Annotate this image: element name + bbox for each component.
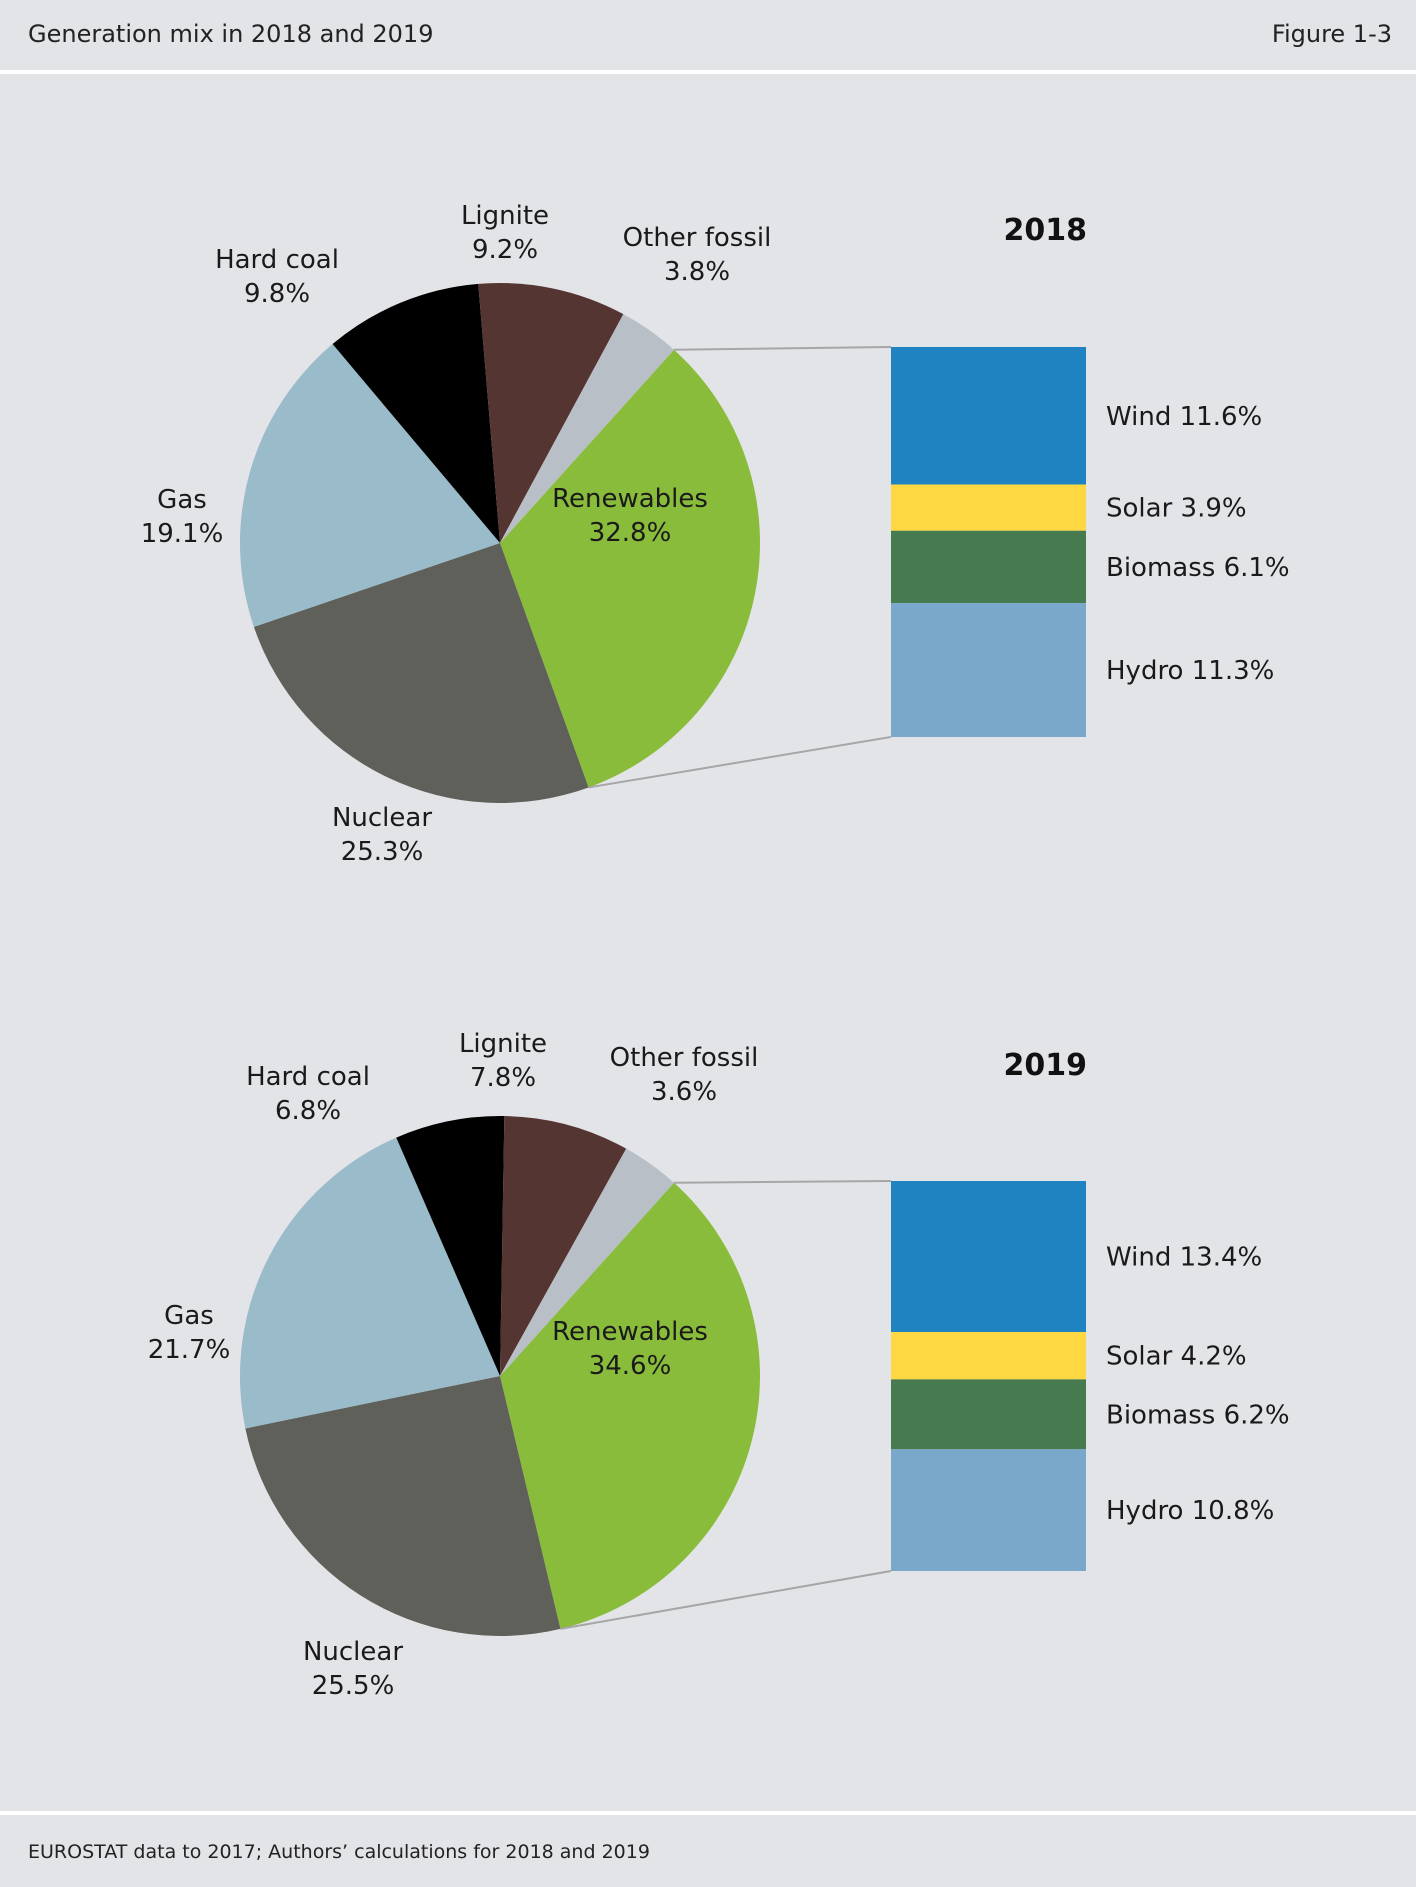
pie-slice-renewables-2018 bbox=[500, 349, 760, 788]
breakdown-bar-solar-2019 bbox=[891, 1332, 1086, 1380]
connector-line-bottom-2019 bbox=[560, 1570, 892, 1630]
slice-label-value-other-fossil-2018: 3.8% bbox=[664, 257, 730, 287]
pie-slice-other-fossil-2018 bbox=[500, 314, 674, 543]
pie-slice-gas-2019 bbox=[240, 1137, 500, 1429]
breakdown-bar-hydro-2018 bbox=[891, 603, 1086, 737]
breakdown-bar-biomass-2018 bbox=[891, 530, 1086, 604]
slice-label-value-renewables-2019: 34.6% bbox=[589, 1351, 672, 1381]
slice-label-value-nuclear-2018: 25.3% bbox=[341, 837, 424, 867]
breakdown-label-wind-2019: Wind 13.4% bbox=[1106, 1243, 1262, 1273]
connector-line-top-2019 bbox=[673, 1180, 892, 1184]
pie-slice-other-fossil-2019 bbox=[500, 1148, 674, 1376]
slice-label-name-lignite-2018: Lignite bbox=[461, 201, 549, 231]
year-label-2019: 2019 bbox=[1004, 1048, 1088, 1083]
figure-footer: EUROSTAT data to 2017; Authors’ calculat… bbox=[0, 1811, 1416, 1887]
slice-label-name-renewables-2019: Renewables bbox=[552, 1317, 708, 1347]
pie-slice-lignite-2018 bbox=[478, 283, 624, 543]
slice-label-name-hard-coal-2018: Hard coal bbox=[215, 245, 339, 275]
year-label-2018: 2018 bbox=[1004, 213, 1088, 248]
slice-label-name-hard-coal-2019: Hard coal bbox=[246, 1062, 370, 1092]
slice-label-name-nuclear-2019: Nuclear bbox=[303, 1637, 403, 1667]
figure-title: Generation mix in 2018 and 2019 bbox=[28, 20, 434, 48]
breakdown-bar-wind-2019 bbox=[891, 1181, 1086, 1333]
figure-header: Generation mix in 2018 and 2019 Figure 1… bbox=[0, 0, 1416, 74]
slice-label-value-gas-2019: 21.7% bbox=[148, 1335, 231, 1365]
connector-line-bottom-2018 bbox=[588, 736, 892, 789]
breakdown-label-hydro-2019: Hydro 10.8% bbox=[1106, 1496, 1274, 1526]
slice-label-name-nuclear-2018: Nuclear bbox=[332, 803, 432, 833]
slice-label-name-lignite-2019: Lignite bbox=[459, 1029, 547, 1059]
breakdown-bar-wind-2018 bbox=[891, 347, 1086, 485]
breakdown-bar-biomass-2019 bbox=[891, 1379, 1086, 1450]
slice-label-value-nuclear-2019: 25.5% bbox=[312, 1671, 395, 1701]
pie-slice-hard-coal-2019 bbox=[396, 1116, 505, 1376]
slice-label-value-lignite-2019: 7.8% bbox=[470, 1063, 536, 1093]
slice-label-name-gas-2018: Gas bbox=[157, 485, 207, 515]
slice-label-value-hard-coal-2018: 9.8% bbox=[244, 279, 310, 309]
pie-slice-gas-2018 bbox=[239, 344, 500, 627]
slice-label-name-renewables-2018: Renewables bbox=[552, 484, 708, 514]
breakdown-label-solar-2018: Solar 3.9% bbox=[1106, 494, 1247, 524]
breakdown-label-hydro-2018: Hydro 11.3% bbox=[1106, 656, 1274, 686]
breakdown-bar-hydro-2019 bbox=[891, 1449, 1086, 1571]
breakdown-label-solar-2019: Solar 4.2% bbox=[1106, 1342, 1247, 1372]
pie-slice-hard-coal-2018 bbox=[332, 283, 500, 543]
slice-label-name-other-fossil-2018: Other fossil bbox=[623, 223, 772, 253]
pie-slice-nuclear-2018 bbox=[253, 543, 589, 803]
breakdown-bar-solar-2018 bbox=[891, 484, 1086, 531]
connector-line-top-2018 bbox=[673, 346, 892, 351]
source-note: EUROSTAT data to 2017; Authors’ calculat… bbox=[28, 1841, 650, 1863]
breakdown-label-wind-2018: Wind 11.6% bbox=[1106, 402, 1262, 432]
pie-slice-nuclear-2019 bbox=[245, 1376, 561, 1637]
slice-label-value-other-fossil-2019: 3.6% bbox=[651, 1077, 717, 1107]
figure-number: Figure 1-3 bbox=[1271, 20, 1392, 48]
breakdown-label-biomass-2018: Biomass 6.1% bbox=[1106, 553, 1290, 583]
slice-label-value-hard-coal-2019: 6.8% bbox=[275, 1096, 341, 1126]
pie-slice-renewables-2019 bbox=[500, 1182, 761, 1629]
slice-label-value-lignite-2018: 9.2% bbox=[472, 235, 538, 265]
breakdown-label-biomass-2019: Biomass 6.2% bbox=[1106, 1400, 1290, 1430]
slice-label-value-renewables-2018: 32.8% bbox=[589, 518, 672, 548]
slice-label-name-other-fossil-2019: Other fossil bbox=[610, 1043, 759, 1073]
slice-label-value-gas-2018: 19.1% bbox=[141, 519, 224, 549]
generation-mix-charts: Renewables 32.8% Nuclear 25.3% Gas 19.1% Hard … bbox=[141, 201, 1290, 1701]
slice-label-name-gas-2019: Gas bbox=[164, 1301, 214, 1331]
pie-slice-lignite-2019 bbox=[500, 1116, 627, 1376]
